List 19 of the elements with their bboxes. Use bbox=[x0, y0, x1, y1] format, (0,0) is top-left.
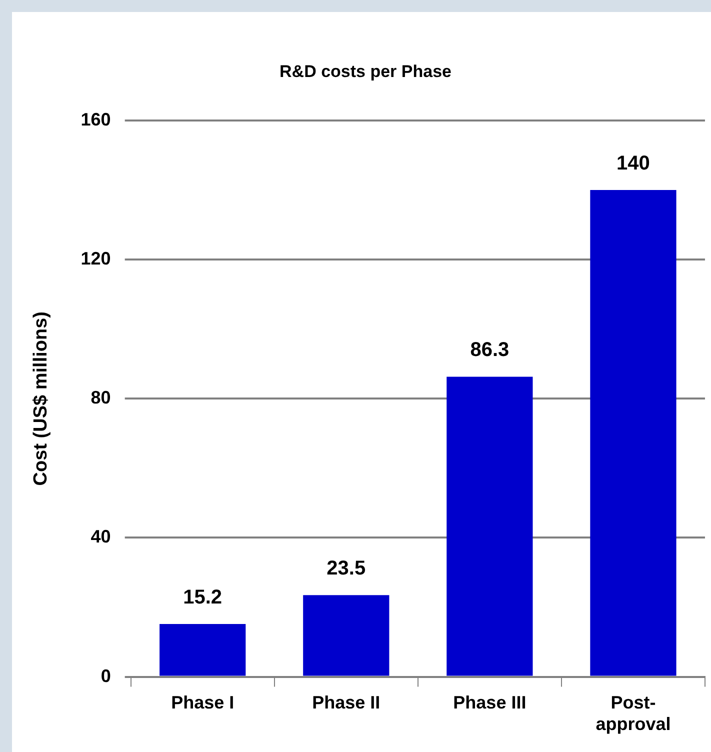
y-tick-label: 160 bbox=[80, 109, 111, 130]
data-label: 86.3 bbox=[470, 339, 510, 362]
y-axis-title: Cost (US$ millions) bbox=[30, 312, 52, 486]
y-tick-label: 120 bbox=[80, 248, 111, 268]
chart-title: R&D costs per Phase bbox=[280, 62, 452, 81]
x-tick-label: Phase III bbox=[453, 692, 526, 713]
bar bbox=[590, 190, 676, 676]
data-label: 23.5 bbox=[326, 558, 366, 580]
x-tick-label: Phase II bbox=[312, 692, 380, 713]
bar bbox=[303, 595, 390, 676]
data-label: 15.2 bbox=[183, 586, 222, 608]
data-label: 140 bbox=[616, 152, 650, 174]
x-tick-label: Phase I bbox=[171, 692, 234, 713]
y-tick-label: 0 bbox=[100, 666, 111, 686]
bar bbox=[446, 376, 533, 676]
bar bbox=[160, 624, 246, 676]
x-tick-label: Post-approval bbox=[596, 692, 671, 734]
y-tick-label: 80 bbox=[90, 388, 111, 408]
y-tick-label: 40 bbox=[90, 526, 111, 547]
